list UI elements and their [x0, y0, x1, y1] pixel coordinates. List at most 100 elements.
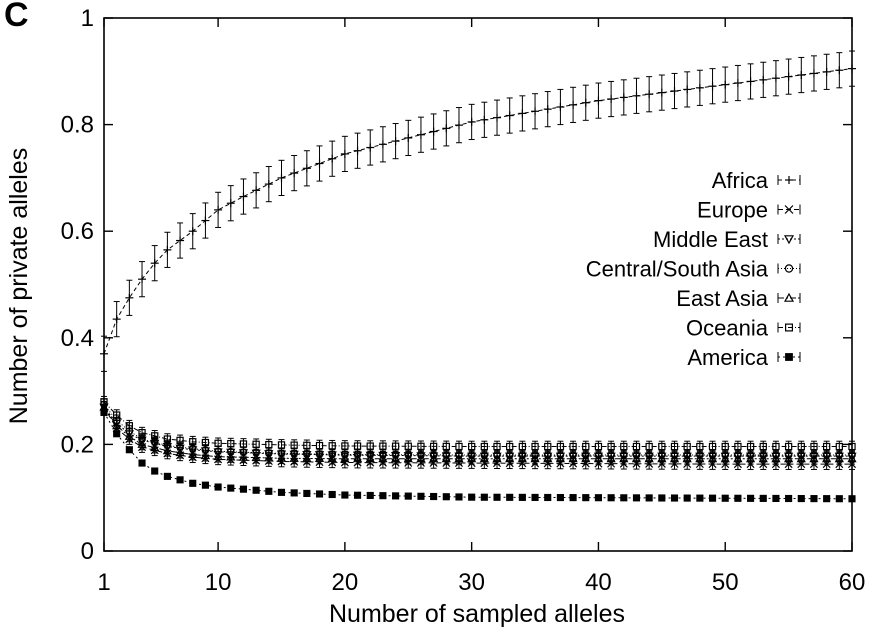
data-point — [785, 494, 793, 503]
data-point — [163, 245, 172, 254]
data-point — [569, 494, 577, 502]
y-tick-label: 0 — [81, 538, 94, 565]
data-point — [606, 453, 616, 463]
data-point — [670, 442, 679, 451]
legend-marker — [783, 292, 795, 302]
data-point — [328, 490, 336, 499]
data-point — [746, 442, 755, 451]
data-point — [328, 442, 336, 450]
data-point — [201, 481, 209, 489]
data-point — [834, 453, 844, 463]
data-point — [366, 491, 374, 500]
data-point — [669, 453, 680, 463]
data-point — [479, 453, 489, 463]
data-point — [442, 442, 450, 451]
data-point — [176, 436, 184, 445]
x-tick-label: 10 — [205, 569, 232, 596]
data-point — [150, 259, 159, 268]
legend-label: Africa — [712, 168, 769, 193]
data-point — [340, 453, 350, 463]
data-point — [290, 489, 298, 497]
data-point — [340, 149, 349, 158]
data-point — [417, 442, 425, 450]
data-point — [607, 442, 615, 451]
y-tick-label: 0.6 — [61, 218, 94, 245]
y-tick-label: 0.2 — [61, 431, 94, 458]
data-point — [162, 445, 173, 455]
data-point — [138, 459, 146, 467]
series-line — [103, 404, 852, 456]
data-point — [683, 442, 691, 451]
data-point — [518, 109, 527, 118]
data-point — [214, 439, 222, 447]
data-point — [138, 275, 147, 284]
data-point — [315, 490, 324, 498]
data-point — [112, 315, 121, 324]
data-point — [555, 453, 566, 463]
data-point — [429, 442, 438, 451]
data-point — [569, 442, 577, 451]
data-point — [505, 453, 515, 463]
data-point — [379, 442, 387, 450]
data-point — [518, 493, 526, 501]
data-point — [480, 115, 489, 124]
data-point — [480, 493, 488, 501]
data-point — [468, 442, 476, 451]
data-point — [847, 453, 857, 463]
data-point — [454, 121, 463, 130]
data-point — [720, 453, 730, 463]
data-point — [493, 442, 501, 451]
data-point — [341, 491, 349, 499]
data-point — [556, 493, 564, 502]
data-point — [276, 453, 287, 462]
data-point — [848, 442, 856, 451]
data-point — [620, 442, 628, 451]
data-point — [176, 236, 185, 245]
data-point — [442, 493, 450, 501]
data-point — [201, 438, 210, 447]
data-point — [607, 95, 616, 104]
data-point — [632, 91, 641, 100]
legend-label: Central/South Asia — [586, 257, 769, 282]
series-line — [103, 401, 852, 448]
data-point — [404, 492, 412, 500]
data-point — [391, 137, 400, 146]
legend: Africa Europe Middle East Central/South Asi… — [512, 160, 804, 372]
data-point — [100, 408, 108, 416]
data-point — [189, 438, 197, 446]
data-point — [645, 90, 654, 99]
data-point — [226, 452, 236, 461]
data-point — [227, 439, 235, 448]
data-point — [822, 453, 832, 463]
data-point — [784, 442, 793, 451]
legend-label: East Asia — [676, 286, 768, 311]
data-point — [378, 453, 388, 463]
data-point — [315, 159, 324, 168]
data-point — [658, 442, 666, 451]
error-bar — [646, 440, 653, 453]
data-point — [619, 93, 628, 102]
data-point — [264, 453, 274, 462]
series-europe — [99, 401, 857, 470]
data-point — [581, 453, 591, 463]
data-point — [544, 493, 552, 502]
data-point — [125, 293, 134, 302]
data-point — [379, 492, 387, 500]
data-point — [759, 442, 767, 451]
data-point — [468, 493, 476, 501]
data-point — [277, 488, 286, 496]
data-point — [391, 442, 400, 450]
x-tick-label: 50 — [712, 569, 739, 596]
data-point — [226, 199, 235, 208]
data-point — [328, 154, 337, 163]
data-point — [113, 430, 121, 438]
data-point — [124, 431, 134, 440]
data-point — [823, 495, 831, 503]
y-tick-label: 0.4 — [61, 325, 94, 352]
data-point — [797, 71, 806, 80]
data-point — [645, 442, 653, 451]
legend-marker — [783, 235, 795, 245]
y-tick-label: 0.8 — [61, 112, 94, 139]
data-point — [188, 449, 198, 459]
data-point — [683, 494, 691, 502]
